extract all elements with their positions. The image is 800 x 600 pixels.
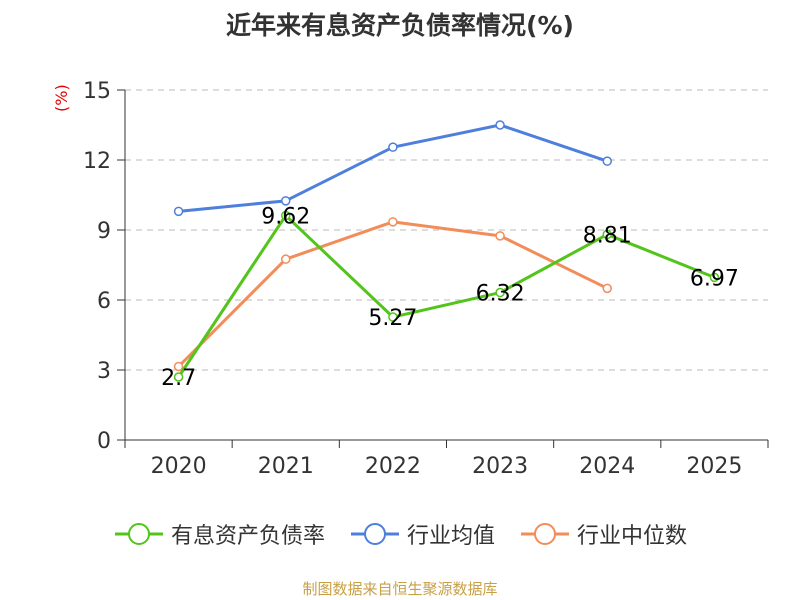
series-line-1 (178, 123, 608, 213)
data-point (388, 217, 398, 227)
legend: 有息资产负债率 行业均值 行业中位数 (0, 518, 800, 550)
data-point (281, 210, 291, 221)
x-tick-label: 2021 (258, 454, 314, 479)
legend-label: 行业中位数 (577, 524, 688, 549)
y-tick-label: 6 (97, 289, 111, 314)
legend-item-series-0[interactable]: 有息资产负债率 (113, 518, 325, 550)
data-point (173, 361, 184, 372)
legend-item-series-1[interactable]: 行业均值 (349, 518, 495, 550)
data-point (602, 283, 612, 294)
x-tick-label: 2020 (151, 454, 207, 479)
source-note: 制图数据来自恒生聚源数据库 (302, 580, 498, 598)
y-tick-label: 9 (97, 219, 111, 244)
y-tick-label: 3 (97, 359, 111, 384)
data-point (281, 196, 291, 206)
data-label: 5.27 (368, 306, 417, 331)
legend-label: 有息资产负债率 (170, 524, 325, 549)
legend-label: 行业均值 (406, 524, 495, 549)
data-label: 2.7 (161, 366, 196, 391)
data-point (388, 312, 398, 322)
data-point (173, 206, 184, 217)
data-point (709, 272, 720, 283)
x-tick-label: 2022 (365, 454, 421, 479)
data-point (495, 120, 505, 130)
axes: 0 3 6 9 12 15 2020 2021 2022 2023 2024 2025 (83, 79, 769, 479)
data-point (602, 229, 612, 240)
data-label: 9.62 (261, 205, 310, 230)
series-line-0 (177, 214, 715, 378)
series-lines (173, 120, 720, 382)
data-point (495, 287, 505, 298)
y-tick-label: 12 (83, 149, 111, 174)
legend-line-circle-icon (350, 523, 399, 545)
data-label: 8.81 (583, 223, 632, 248)
data-point (388, 142, 398, 152)
data-point (602, 156, 612, 166)
data-point (281, 254, 291, 264)
legend-line-circle-icon (521, 523, 569, 545)
data-label: 6.97 (690, 266, 739, 291)
chart-title: 近年来有息资产负债率情况(%) (226, 11, 574, 40)
data-label: 6.32 (476, 282, 525, 307)
x-tick-label: 2023 (472, 454, 528, 479)
legend-line-circle-icon (114, 523, 163, 545)
y-tick-label: 15 (83, 79, 111, 104)
x-tick-label: 2025 (686, 454, 742, 479)
series-line-2 (177, 220, 608, 368)
y-tick-label: 0 (97, 429, 111, 454)
legend-item-series-2[interactable]: 行业中位数 (519, 518, 687, 550)
x-tick-label: 2024 (579, 454, 635, 479)
data-point (495, 231, 505, 241)
data-labels: 2.7 9.62 5.27 6.32 8.81 6.97 (161, 205, 739, 391)
data-point (173, 372, 184, 382)
